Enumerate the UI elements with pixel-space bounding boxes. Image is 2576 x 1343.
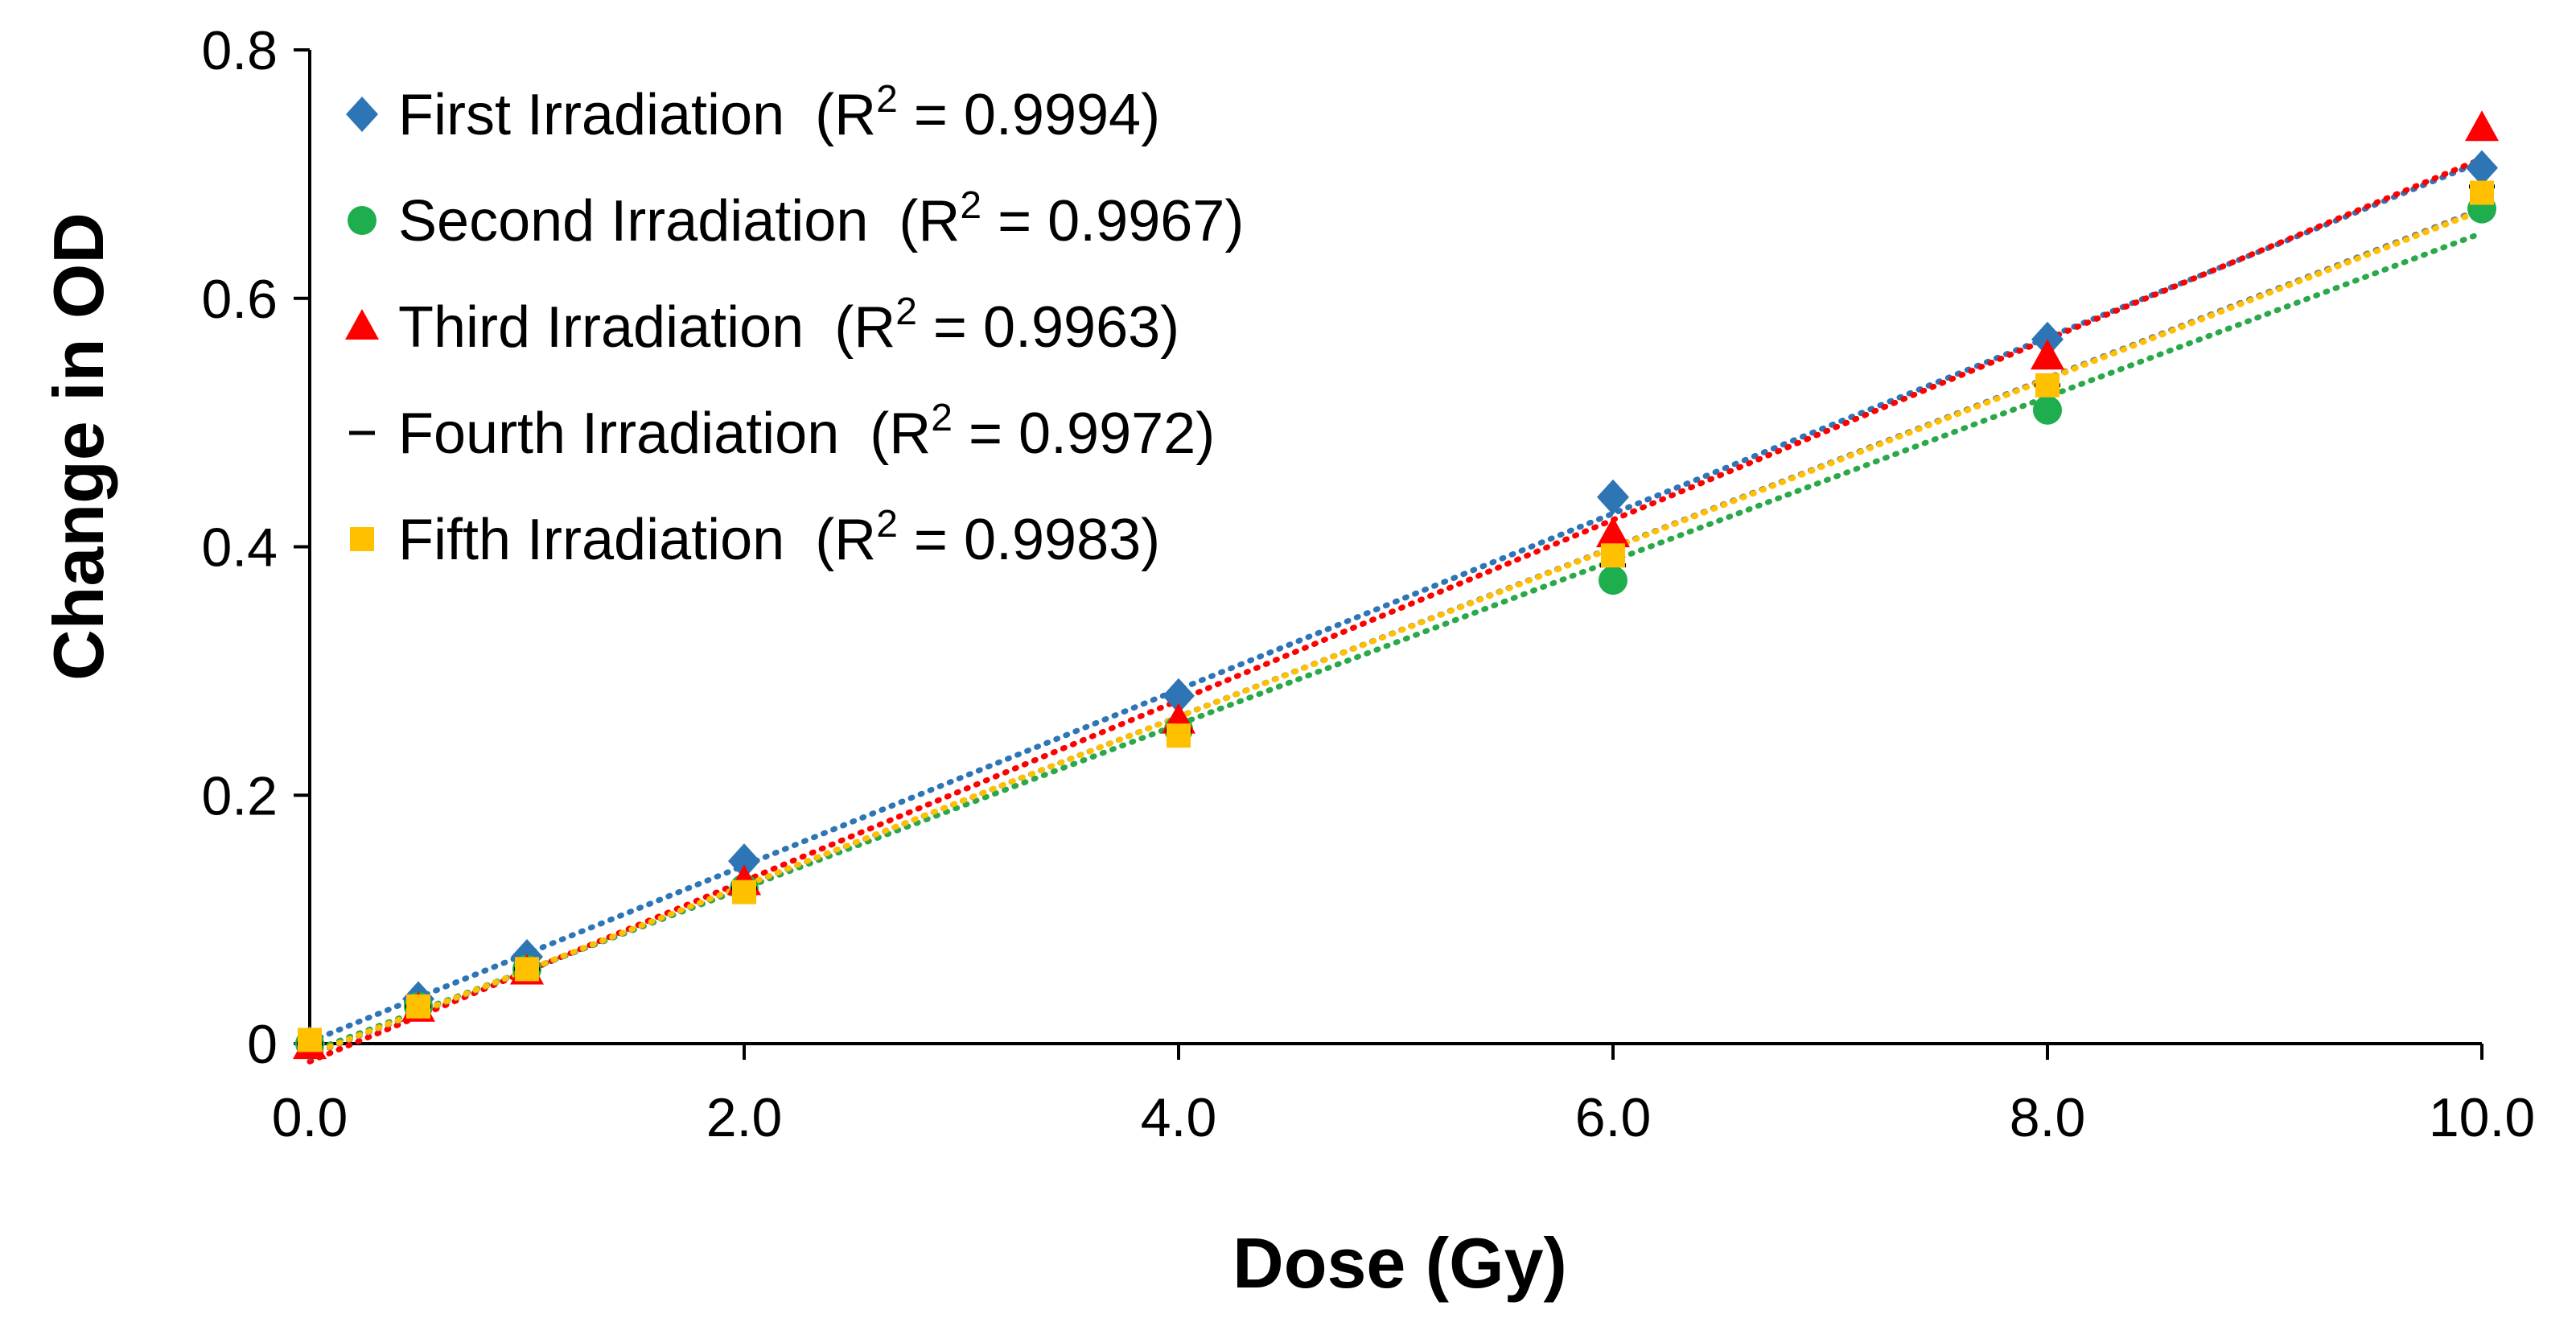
x-tick-label: 4.0 <box>1141 1087 1217 1148</box>
point-first-irradiation <box>728 843 760 880</box>
point-fifth-irradiation <box>515 957 539 982</box>
y-tick-label: 0.8 <box>201 20 278 81</box>
point-second-irradiation <box>2033 395 2062 425</box>
legend-label-fourth-irradiation: Fourth Irradiation (R2 = 0.9972) <box>398 397 1215 466</box>
legend-label-third-irradiation: Third Irradiation (R2 = 0.9963) <box>398 290 1179 360</box>
point-fifth-irradiation <box>1167 723 1191 748</box>
legend-marker-third-irradiation <box>345 309 379 340</box>
point-fifth-irradiation <box>298 1028 322 1053</box>
legend-label-second-irradiation: Second Irradiation (R2 = 0.9967) <box>398 184 1244 253</box>
point-third-irradiation <box>1596 517 1630 548</box>
x-tick-label: 0.0 <box>272 1087 348 1148</box>
x-tick-label: 8.0 <box>2010 1087 2086 1148</box>
point-third-irradiation <box>2465 110 2499 142</box>
point-fifth-irradiation <box>732 880 756 904</box>
legend-label-fifth-irradiation: Fifth Irradiation (R2 = 0.9983) <box>398 503 1160 572</box>
point-third-irradiation <box>2031 339 2064 370</box>
point-fifth-irradiation <box>2470 180 2494 205</box>
point-fifth-irradiation <box>1601 543 1625 568</box>
legend-marker-fifth-irradiation <box>350 527 374 551</box>
data-points <box>293 110 2499 1061</box>
legend-marker-first-irradiation <box>346 97 378 132</box>
trendline-fifth-irradiation <box>307 208 2485 1057</box>
legend-marker-second-irradiation <box>348 206 377 235</box>
y-tick-label: 0 <box>247 1014 278 1075</box>
legend: First Irradiation (R2 = 0.9994) Second Ir… <box>345 78 1244 572</box>
y-tick-label: 0.4 <box>201 517 278 579</box>
point-first-irradiation <box>1597 479 1629 515</box>
point-first-irradiation <box>1162 678 1195 714</box>
point-second-irradiation <box>1599 566 1627 595</box>
y-tick-label: 0.6 <box>201 269 278 330</box>
legend-label-first-irradiation: First Irradiation (R2 = 0.9994) <box>398 78 1160 147</box>
x-tick-label: 2.0 <box>706 1087 783 1148</box>
axes <box>294 48 2483 1060</box>
y-tick-label: 0.2 <box>201 765 278 826</box>
trendline-third-irradiation <box>307 155 2485 1065</box>
x-axis-title: Dose (Gy) <box>1232 1223 1567 1303</box>
x-tick-label: 6.0 <box>1575 1087 1652 1148</box>
tick-labels: 0 0.2 0.4 0.6 0.8 0.0 2.0 4.0 6.0 8.0 10.0 <box>201 20 2535 1148</box>
point-fifth-irradiation <box>2035 373 2060 398</box>
x-tick-label: 10.0 <box>2429 1087 2535 1148</box>
trendlines <box>307 155 2485 1065</box>
point-first-irradiation <box>2466 150 2498 186</box>
point-fifth-irradiation <box>406 994 430 1019</box>
y-axis-title: Change in OD <box>39 212 118 681</box>
trendline-first-irradiation <box>307 159 2485 1044</box>
